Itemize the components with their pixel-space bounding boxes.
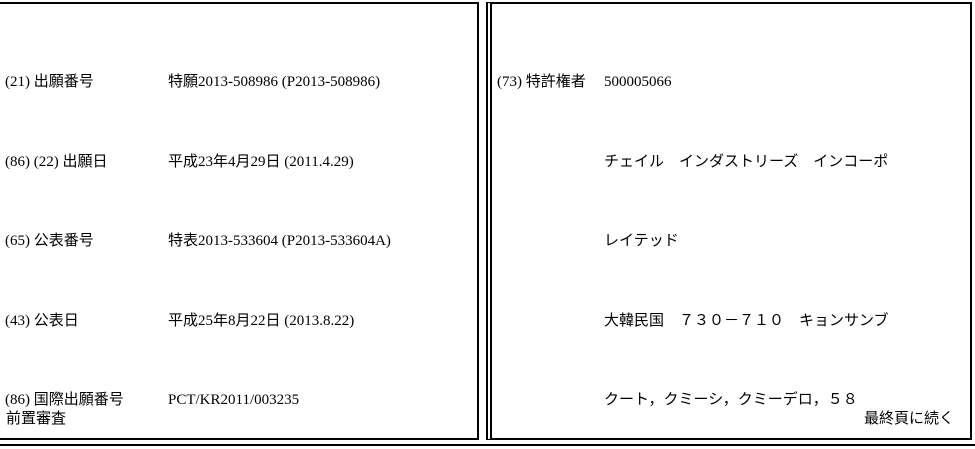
field-label: (65) 公表番号 xyxy=(5,233,94,249)
field-label: (73) 特許権者 xyxy=(497,74,586,90)
field-value: 大韓民国 ７３０－７１０ キョンサンブ xyxy=(604,312,889,329)
field-value: 特願2013-508986 (P2013-508986) xyxy=(168,74,381,90)
biblio-row: (86) (22) 出願日 平成23年4月29日 (2011.4.29) xyxy=(5,149,477,176)
biblio-row: クート，クミーシ，クミーデロ，５８ xyxy=(497,387,970,414)
continued-on-last-page-note: 最終頁に続く xyxy=(863,411,954,427)
biblio-row: レイテッド xyxy=(497,228,970,255)
biblio-row: 大韓民国 ７３０－７１０ キョンサンブ xyxy=(497,308,970,335)
field-label: (43) 公表日 xyxy=(5,312,79,329)
biblio-right-box: (73) 特許権者 500005066 チェイル インダストリーズ インコーポ レ… xyxy=(486,2,972,440)
field-value: 500005066 xyxy=(604,74,672,90)
biblio-right-rows: (73) 特許権者 500005066 チェイル インダストリーズ インコーポ レ… xyxy=(492,4,970,449)
page-divider-rule xyxy=(0,444,975,446)
field-label xyxy=(497,228,604,255)
field-label xyxy=(497,149,604,176)
biblio-row: チェイル インダストリーズ インコーポ xyxy=(497,149,970,176)
biblio-row: (65) 公表番号 特表2013-533604 (P2013-533604A) xyxy=(5,228,477,255)
field-label: (86) (22) 出願日 xyxy=(5,153,108,170)
prosecution-status-note: 前置審査 xyxy=(6,411,67,427)
field-label xyxy=(497,387,604,414)
field-value: 平成23年4月29日 (2011.4.29) xyxy=(168,153,354,170)
field-label: (21) 出願番号 xyxy=(5,74,94,90)
biblio-row: (21) 出願番号 特願2013-508986 (P2013-508986) xyxy=(5,69,477,96)
field-label xyxy=(497,308,604,335)
field-value: PCT/KR2011/003235 xyxy=(168,392,300,408)
field-value: クート，クミーシ，クミーデロ，５８ xyxy=(604,392,858,408)
biblio-row: (86) 国際出願番号 PCT/KR2011/003235 xyxy=(5,387,477,414)
field-value: 特表2013-533604 (P2013-533604A) xyxy=(168,233,391,249)
biblio-row: (73) 特許権者 500005066 xyxy=(497,69,970,96)
biblio-left-rows: (21) 出願番号 特願2013-508986 (P2013-508986) (8… xyxy=(0,4,477,449)
field-label: (86) 国際出願番号 xyxy=(5,392,124,408)
field-value: チェイル インダストリーズ インコーポ xyxy=(604,153,889,170)
field-value: レイテッド xyxy=(604,233,679,249)
biblio-row: (43) 公表日 平成25年8月22日 (2013.8.22) xyxy=(5,308,477,335)
field-value: 平成25年8月22日 (2013.8.22) xyxy=(168,312,355,329)
biblio-left-box: (21) 出願番号 特願2013-508986 (P2013-508986) (8… xyxy=(0,2,479,440)
